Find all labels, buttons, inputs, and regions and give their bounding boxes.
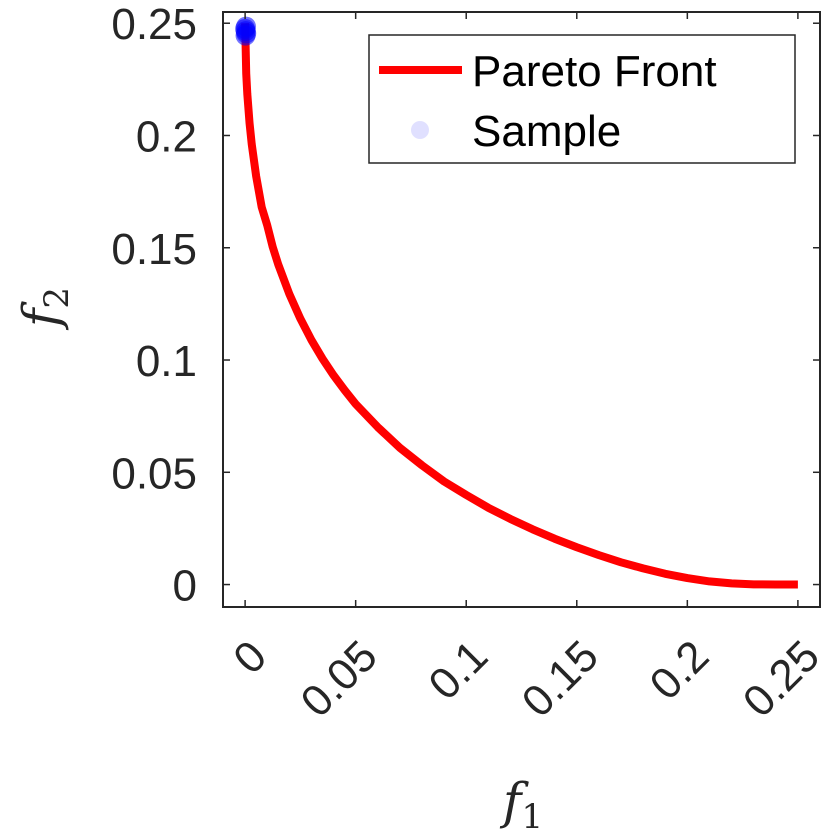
pareto-front-line	[241, 23, 798, 589]
x-tick-label: 0.25	[734, 631, 829, 726]
x-tick-label: 0.2	[641, 631, 719, 709]
y-axis-label-sub: 2	[37, 287, 77, 309]
x-tick-label: 0	[224, 631, 276, 683]
x-tick-label: 0.1	[419, 631, 497, 709]
sample-point	[235, 16, 256, 37]
plot-marks	[235, 16, 798, 589]
legend-box	[368, 34, 796, 164]
legend-label-sample: Sample	[472, 107, 621, 156]
x-tick-label: 0.15	[513, 631, 608, 726]
y-tick-label: 0.1	[136, 337, 197, 386]
legend: Pareto Front Sample	[368, 34, 796, 164]
legend-marker-sample	[411, 121, 429, 139]
y-tick-label: 0	[173, 562, 197, 611]
legend-label-pareto: Pareto Front	[472, 47, 717, 96]
x-tick-label: 0.05	[292, 631, 387, 726]
y-tick-label: 0.15	[111, 225, 197, 274]
y-tick-label: 0.2	[136, 112, 197, 161]
axes-box	[222, 11, 821, 608]
x-axis-label-sub: 1	[521, 797, 543, 837]
y-tick-label: 0.05	[111, 449, 197, 498]
y-axis-label: f2	[12, 287, 77, 331]
x-axis-label: f1	[499, 772, 543, 837]
y-tick-label: 0.25	[111, 0, 197, 49]
